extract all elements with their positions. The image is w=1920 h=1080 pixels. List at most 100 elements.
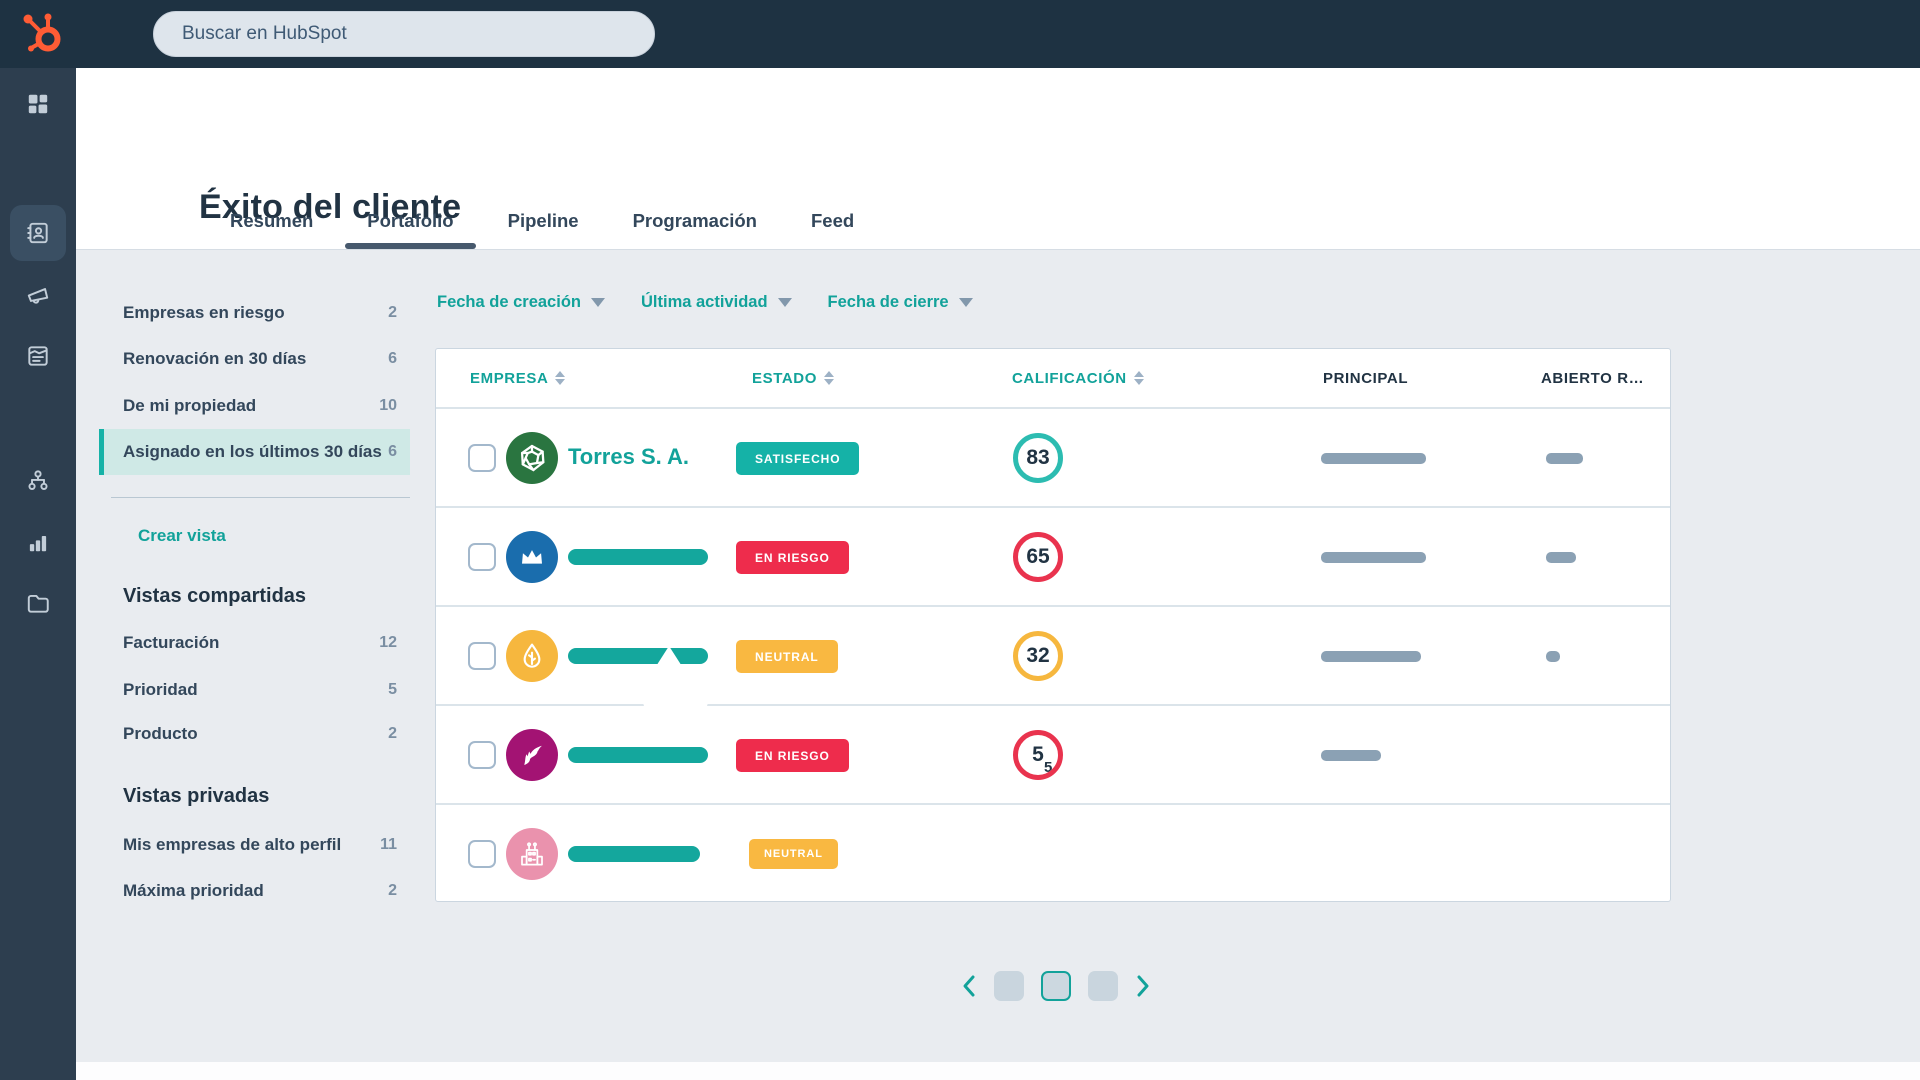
- status-badge: SATISFECHO: [736, 442, 860, 475]
- view-count: 11: [380, 836, 397, 853]
- company-name-placeholder[interactable]: [568, 747, 708, 763]
- health-score: 32: [1013, 631, 1063, 681]
- filter-fecha-cierre[interactable]: Fecha de cierre: [828, 293, 973, 312]
- filter-ultima-actividad[interactable]: Última actividad: [641, 293, 792, 312]
- sidebar-nav: [0, 68, 76, 1080]
- view-count: 10: [379, 397, 397, 414]
- table-row: EN RIESGO 5 5: [436, 704, 1670, 803]
- create-view-link[interactable]: Crear vista: [138, 526, 226, 545]
- content-icon[interactable]: [10, 328, 66, 384]
- page-title: Éxito del cliente: [199, 188, 462, 226]
- row-checkbox[interactable]: [468, 741, 496, 769]
- tab-bar: Resumen Portafolio Pipeline Programación…: [203, 193, 881, 249]
- health-score: 65: [1013, 532, 1063, 582]
- view-item-maxima-prioridad[interactable]: Máxima prioridad 2: [99, 868, 410, 914]
- panel-divider: [111, 497, 410, 498]
- score-ticker-digit: 5: [1044, 759, 1053, 776]
- column-header-empresa[interactable]: EMPRESA: [470, 349, 566, 407]
- next-page-icon[interactable]: [1136, 973, 1150, 1004]
- row-checkbox[interactable]: [468, 444, 496, 472]
- abierto-placeholder-bar: [1546, 453, 1583, 464]
- crown-icon: [506, 531, 558, 583]
- tab-portafolio[interactable]: Portafolio: [340, 193, 480, 249]
- view-item-de-mi-propiedad[interactable]: De mi propiedad 10: [99, 383, 410, 429]
- view-count: 2: [388, 725, 397, 742]
- private-views-heading: Vistas privadas: [123, 785, 270, 807]
- status-badge: EN RIESGO: [736, 739, 849, 772]
- companies-table: EMPRESA ESTADO CALIFICACIÓN PRINCIPAL AB…: [435, 348, 1671, 902]
- files-icon[interactable]: [10, 575, 66, 631]
- view-item-facturacion[interactable]: Facturación 12: [99, 620, 410, 666]
- column-header-principal: PRINCIPAL: [1323, 369, 1409, 387]
- filter-fecha-creacion[interactable]: Fecha de creación: [437, 293, 605, 312]
- view-item-asignado-ultimos-30-dias[interactable]: Asignado en los últimos 30 días 6: [99, 429, 410, 475]
- sort-icon: [824, 371, 834, 385]
- status-badge: EN RIESGO: [736, 541, 849, 574]
- principal-placeholder-bar: [1321, 651, 1421, 662]
- tab-programacion[interactable]: Programación: [632, 210, 757, 231]
- table-row: EN RIESGO 65: [436, 506, 1670, 605]
- reports-icon[interactable]: [10, 514, 66, 570]
- gem-icon: [506, 432, 558, 484]
- bottom-strip: [76, 1062, 1920, 1080]
- column-header-estado[interactable]: ESTADO: [752, 349, 834, 407]
- table-row: NEUTRAL 32: [436, 605, 1670, 704]
- view-count: 6: [388, 350, 397, 367]
- view-count: 5: [388, 681, 397, 698]
- chevron-down-icon: [958, 298, 973, 307]
- company-name-link[interactable]: Torres S. A.: [568, 444, 690, 469]
- abierto-placeholder-bar: [1546, 552, 1576, 563]
- health-score: 5 5: [1013, 730, 1063, 780]
- column-header-abierto: ABIERTO R…: [1541, 369, 1645, 387]
- view-item-producto[interactable]: Producto 2: [99, 711, 410, 757]
- prev-page-icon[interactable]: [962, 973, 976, 1004]
- workflows-icon[interactable]: [10, 453, 66, 509]
- page-button-1[interactable]: [994, 971, 1024, 1001]
- health-score: 83: [1013, 433, 1063, 483]
- view-count: 2: [388, 882, 397, 899]
- company-name-placeholder[interactable]: [568, 549, 708, 565]
- sort-icon: [1133, 371, 1144, 385]
- shared-views-heading: Vistas compartidas: [123, 585, 307, 607]
- factory-icon: [506, 828, 558, 880]
- chevron-down-icon: [777, 298, 792, 307]
- hubspot-logo-icon[interactable]: [18, 10, 70, 58]
- row-checkbox[interactable]: [468, 642, 496, 670]
- table-row: NEUTRAL: [436, 803, 1670, 902]
- chevron-down-icon: [590, 298, 605, 307]
- topbar: [0, 0, 1920, 68]
- column-header-calificacion[interactable]: CALIFICACIÓN: [1012, 349, 1144, 407]
- principal-placeholder-bar: [1321, 453, 1426, 464]
- table-row: Torres S. A. SATISFECHO 83: [436, 407, 1670, 506]
- company-name-placeholder[interactable]: [568, 648, 708, 664]
- status-badge: NEUTRAL: [736, 640, 838, 673]
- wolf-icon: [506, 729, 558, 781]
- row-checkbox[interactable]: [468, 840, 496, 868]
- row-checkbox[interactable]: [468, 543, 496, 571]
- view-count: 6: [388, 443, 397, 460]
- tab-resumen[interactable]: Resumen: [230, 210, 314, 231]
- view-item-prioridad[interactable]: Prioridad 5: [99, 667, 410, 713]
- view-item-renovacion-30-dias[interactable]: Renovación en 30 días 6: [99, 336, 410, 382]
- principal-placeholder-bar: [1321, 552, 1426, 563]
- company-name-placeholder[interactable]: [568, 846, 700, 862]
- filter-bar: Fecha de creación Última actividad Fecha…: [437, 293, 973, 312]
- page-button-3[interactable]: [1088, 971, 1118, 1001]
- table-header: EMPRESA ESTADO CALIFICACIÓN PRINCIPAL AB…: [436, 349, 1670, 407]
- view-item-alto-perfil[interactable]: Mis empresas de alto perfil 11: [99, 822, 410, 868]
- view-count: 2: [388, 304, 397, 321]
- tab-pipeline[interactable]: Pipeline: [507, 210, 579, 231]
- pagination: [940, 960, 1170, 1012]
- page-header: Éxito del cliente Resumen Portafolio Pip…: [76, 68, 1920, 250]
- search-input[interactable]: [153, 11, 655, 57]
- page-button-2[interactable]: [1041, 971, 1071, 1001]
- sort-icon: [555, 371, 566, 385]
- dashboard-icon[interactable]: [10, 76, 66, 132]
- contacts-icon[interactable]: [10, 205, 66, 261]
- view-item-empresas-en-riesgo[interactable]: Empresas en riesgo 2: [99, 290, 410, 336]
- leaf-icon: [506, 630, 558, 682]
- view-count: 12: [379, 634, 397, 651]
- tab-feed[interactable]: Feed: [810, 210, 855, 231]
- abierto-placeholder-bar: [1546, 651, 1560, 662]
- megaphone-icon[interactable]: [10, 267, 66, 323]
